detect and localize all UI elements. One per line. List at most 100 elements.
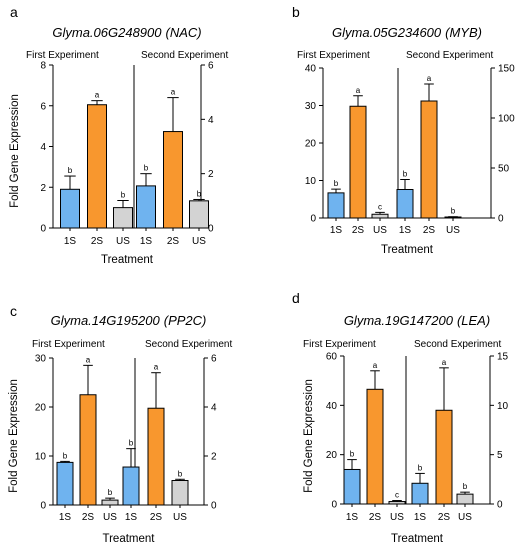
left-tick-label: 40 <box>305 64 317 75</box>
gene-title: Glyma.14G195200 (PP2C) <box>51 313 207 328</box>
left-tick-label: 8 <box>40 61 46 72</box>
x-tick-label: 1S <box>59 512 72 523</box>
x-tick-label: US <box>173 512 187 523</box>
panel-letter: a <box>10 4 18 20</box>
bar <box>122 466 140 506</box>
second-experiment-label: Second Experiment <box>145 339 232 350</box>
right-tick-label: 0 <box>498 214 504 225</box>
significance-letter: b <box>68 166 73 175</box>
right-tick-label: 0 <box>211 501 217 512</box>
panel-letter: d <box>292 290 300 306</box>
x-tick-label: 2S <box>438 512 451 523</box>
bar <box>456 493 474 505</box>
left-tick-label: 30 <box>305 101 317 112</box>
gene-title: Glyma.19G147200 (LEA) <box>344 313 490 328</box>
significance-letter: b <box>418 463 423 472</box>
left-tick-label: 20 <box>35 403 47 414</box>
right-tick-label: 2 <box>211 452 217 463</box>
second-experiment-label: Second Experiment <box>414 339 501 350</box>
x-tick-label: 1S <box>414 512 427 523</box>
bar <box>189 200 209 229</box>
significance-letter: a <box>427 74 432 83</box>
right-tick-label: 100 <box>498 114 515 125</box>
gene-family: (MYB) <box>445 25 482 40</box>
y-axis-title: Fold Gene Expression <box>8 379 20 493</box>
bar <box>435 409 453 505</box>
x-tick-label: 1S <box>330 225 343 236</box>
x-axis-title: Treatment <box>381 244 434 256</box>
x-tick-label: 1S <box>125 512 138 523</box>
x-tick-label: 2S <box>150 512 163 523</box>
bar <box>343 468 361 505</box>
significance-letter: a <box>86 355 91 364</box>
left-tick-label: 6 <box>40 101 46 112</box>
left-tick-label: 10 <box>35 452 47 463</box>
significance-letter: a <box>442 358 447 367</box>
x-tick-label: 1S <box>399 225 412 236</box>
bar <box>171 480 189 506</box>
panel-letter: c <box>10 303 17 319</box>
gene-title: Glyma.05G234600 (MYB) <box>332 25 482 40</box>
bar <box>163 131 183 229</box>
left-tick-label: 0 <box>40 501 46 512</box>
bar <box>113 207 133 229</box>
right-tick-label: 10 <box>497 401 509 412</box>
panel-letter: b <box>292 4 300 20</box>
left-tick-label: 20 <box>326 450 338 461</box>
panel-c: c Glyma.14G195200 (PP2C) First Experiment Se… <box>8 303 232 545</box>
gene-family: (NAC) <box>166 25 202 40</box>
x-axis-title: Treatment <box>103 533 156 545</box>
x-tick-label: 2S <box>91 236 104 247</box>
gene-family: (PP2C) <box>164 313 207 328</box>
left-tick-label: 0 <box>331 500 337 511</box>
bar <box>56 461 74 506</box>
x-tick-label: 2S <box>369 512 382 523</box>
right-tick-label: 5 <box>497 450 503 461</box>
x-tick-label: US <box>192 236 206 247</box>
significance-letter: a <box>356 86 361 95</box>
bar <box>79 394 97 506</box>
significance-letter: c <box>378 202 382 211</box>
significance-letter: a <box>154 363 159 372</box>
first-experiment-label: First Experiment <box>297 50 370 61</box>
bar <box>366 388 384 505</box>
significance-letter: b <box>403 170 408 179</box>
bar <box>349 105 367 219</box>
x-tick-label: 2S <box>82 512 95 523</box>
gene-title: Glyma.06G248900 (NAC) <box>52 25 201 40</box>
left-tick-label: 2 <box>40 183 46 194</box>
right-tick-label: 4 <box>211 403 217 414</box>
panel-b: b Glyma.05G234600 (MYB) First Experiment Sec… <box>292 4 515 256</box>
x-tick-label: US <box>458 512 472 523</box>
bar <box>411 482 429 505</box>
x-tick-label: US <box>390 512 404 523</box>
x-tick-label: 1S <box>140 236 153 247</box>
right-tick-label: 150 <box>498 64 515 75</box>
bar <box>371 213 389 219</box>
significance-letter: a <box>95 91 100 100</box>
right-tick-label: 0 <box>497 500 503 511</box>
gene-family: (LEA) <box>457 313 490 328</box>
right-tick-label: 4 <box>208 115 214 126</box>
significance-letter: b <box>451 207 456 216</box>
significance-letter: b <box>121 190 126 199</box>
first-experiment-label: First Experiment <box>32 339 105 350</box>
bar <box>327 192 345 219</box>
significance-letter: b <box>108 488 113 497</box>
gene-id: Glyma.14G195200 <box>51 313 161 328</box>
bar <box>147 407 165 506</box>
second-experiment-label: Second Experiment <box>141 50 228 61</box>
bar <box>388 501 406 505</box>
left-tick-label: 0 <box>310 214 316 225</box>
bar <box>101 499 119 506</box>
right-tick-label: 50 <box>498 164 510 175</box>
significance-letter: a <box>171 88 176 97</box>
significance-letter: b <box>350 450 355 459</box>
significance-letter: b <box>129 439 134 448</box>
right-tick-label: 15 <box>497 352 509 363</box>
significance-letter: b <box>144 164 149 173</box>
gene-id: Glyma.06G248900 <box>52 25 162 40</box>
right-tick-label: 2 <box>208 169 214 180</box>
bar <box>444 216 462 219</box>
